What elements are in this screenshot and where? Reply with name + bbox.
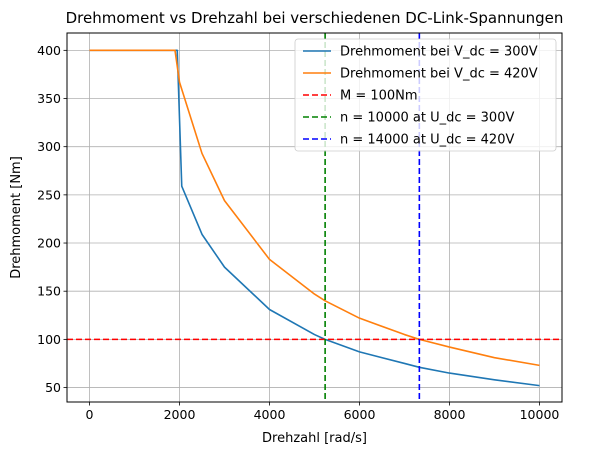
legend-label-1: Drehmoment bei V_dc = 420V <box>340 67 538 82</box>
legend: Drehmoment bei V_dc = 300V Drehmoment bei… <box>294 38 557 152</box>
chart-title: Drehmoment vs Drehzahl bei verschiedenen… <box>66 9 564 27</box>
x-tick-label-3: 6000 <box>344 407 376 422</box>
y-tick-label-0: 50 <box>45 380 61 395</box>
y-tick-label-5: 300 <box>37 139 61 154</box>
series-line-1 <box>89 49 540 367</box>
x-tick-label-1: 2000 <box>164 407 196 422</box>
x-tick-label-0: 0 <box>86 407 94 422</box>
x-tick-label-2: 4000 <box>254 407 286 422</box>
y-tick-label-3: 200 <box>37 236 61 251</box>
y-tick-label-7: 400 <box>37 43 61 58</box>
x-axis-label: Drehzahl [rad/s] <box>262 431 367 446</box>
y-axis-label: Drehmoment [Nm] <box>9 156 24 279</box>
y-tick-label-6: 350 <box>37 91 61 106</box>
legend-label-2: M = 100Nm <box>340 89 418 104</box>
legend-label-0: Drehmoment bei V_dc = 300V <box>340 45 538 60</box>
y-tick-label-4: 250 <box>37 187 61 202</box>
series-line-0 <box>89 49 540 387</box>
x-tick-label-4: 8000 <box>434 407 466 422</box>
data-layer <box>67 33 562 402</box>
axis-ticks: 0 2000 4000 6000 8000 10000 50 100 150 200 250 300 3… <box>37 43 559 422</box>
y-tick-label-2: 150 <box>37 284 61 299</box>
legend-label-4: n = 14000 at U_dc = 420V <box>340 133 514 148</box>
y-tick-label-1: 100 <box>37 332 61 347</box>
x-tick-label-5: 10000 <box>520 407 560 422</box>
legend-label-3: n = 10000 at U_dc = 300V <box>340 111 514 126</box>
plot-frame <box>66 32 563 403</box>
legend-box <box>294 38 557 152</box>
